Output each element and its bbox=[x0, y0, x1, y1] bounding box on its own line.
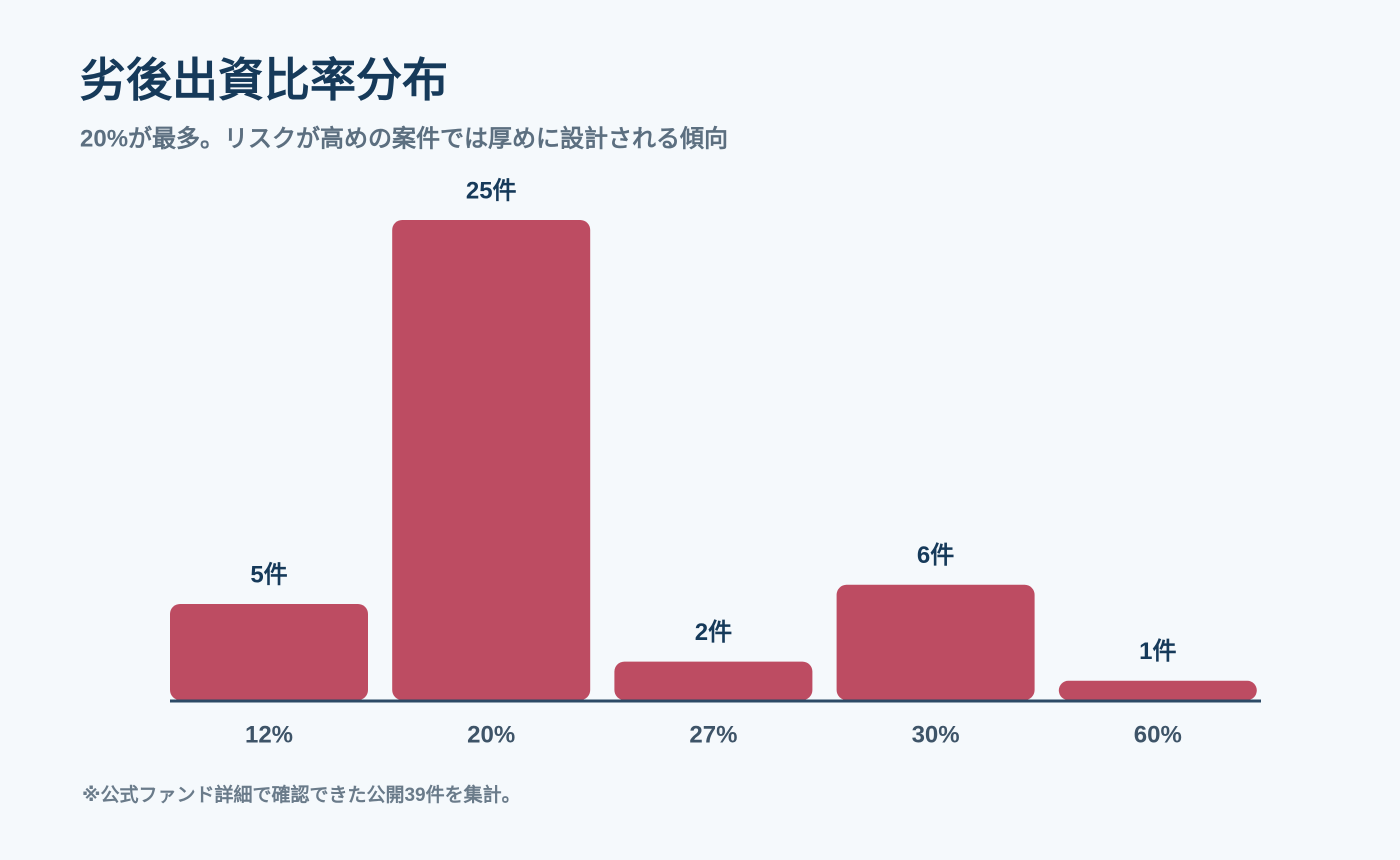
x-tick-label: 60% bbox=[1134, 721, 1182, 748]
x-tick-label: 20% bbox=[467, 721, 515, 748]
chart-subtitle: 20%が最多。リスクが高めの案件では厚めに設計される傾向 bbox=[80, 124, 728, 152]
value-label: 25件 bbox=[466, 177, 517, 204]
value-label: 2件 bbox=[695, 619, 732, 646]
x-tick-label: 30% bbox=[912, 721, 960, 748]
bar bbox=[614, 661, 813, 700]
bar bbox=[392, 220, 591, 700]
value-label: 1件 bbox=[1139, 638, 1176, 665]
value-label: 5件 bbox=[250, 561, 287, 588]
value-label: 6件 bbox=[917, 542, 954, 569]
x-tick-label: 27% bbox=[689, 721, 737, 748]
bar bbox=[170, 604, 368, 700]
footnote: ※公式ファンド詳細で確認できた公開39件を集計。 bbox=[82, 783, 521, 806]
bar bbox=[836, 584, 1035, 700]
x-tick-label: 12% bbox=[245, 721, 293, 748]
chart-title: 劣後出資比率分布 bbox=[80, 54, 448, 106]
bar bbox=[1058, 680, 1257, 700]
